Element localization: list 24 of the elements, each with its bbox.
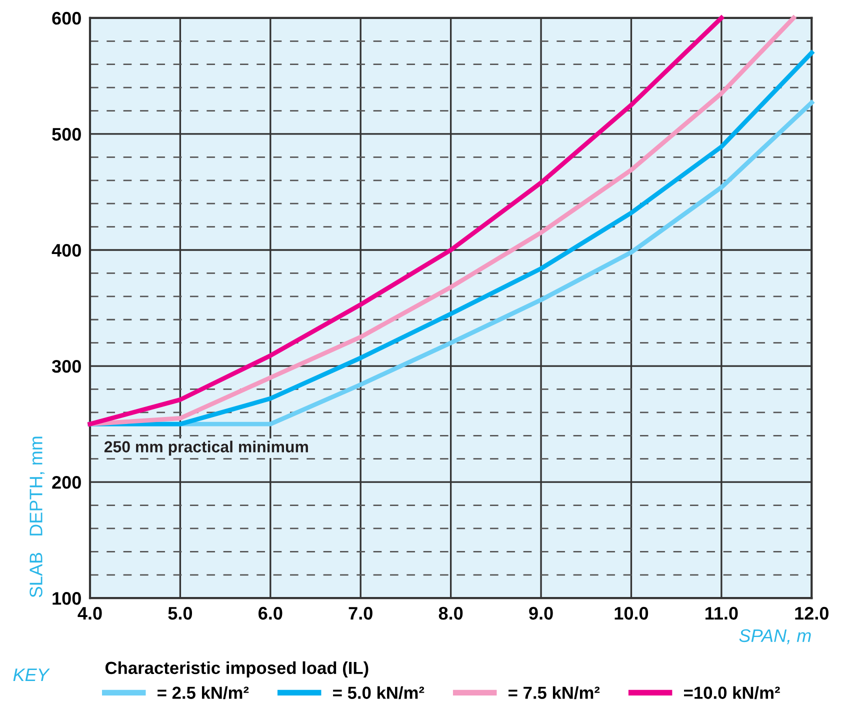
text: KEY: [13, 668, 50, 682]
y-axis-title: SLAB DEPTH, mm: [30, 436, 45, 598]
x-tick-label: 5.0: [168, 606, 192, 620]
x-tick-label: 4.0: [78, 606, 102, 620]
y-tick-label: 400: [52, 244, 81, 257]
x-tick-label: 8.0: [438, 606, 463, 620]
x-tick-label: 6.0: [258, 606, 282, 620]
legend-label: = 7.5 kN/m²: [508, 686, 600, 700]
annotation: 250 mm practical minimum: [104, 440, 308, 456]
legend-title: Characteristic imposed load (IL): [105, 661, 368, 678]
legend-label: = 5.0 kN/m²: [333, 686, 424, 700]
y-tick-label: 500: [52, 128, 81, 141]
x-tick-label: 11.0: [706, 606, 738, 620]
y-tick-label: 200: [52, 476, 81, 489]
y-tick-label: 300: [52, 360, 81, 373]
legend-label: = 2.5 kN/m²: [158, 686, 249, 700]
x-tick-label: 9.0: [529, 606, 553, 620]
legend-label: =10.0 kN/m²: [684, 686, 780, 700]
y-tick-label: 600: [52, 12, 81, 25]
x-axis-title: SPAN, m: [739, 629, 811, 644]
x-tick-label: 12.0: [795, 606, 828, 620]
x-tick-label: 10.0: [614, 606, 648, 620]
x-tick-label: 7.0: [348, 606, 372, 620]
y-tick-label: 100: [52, 592, 81, 605]
